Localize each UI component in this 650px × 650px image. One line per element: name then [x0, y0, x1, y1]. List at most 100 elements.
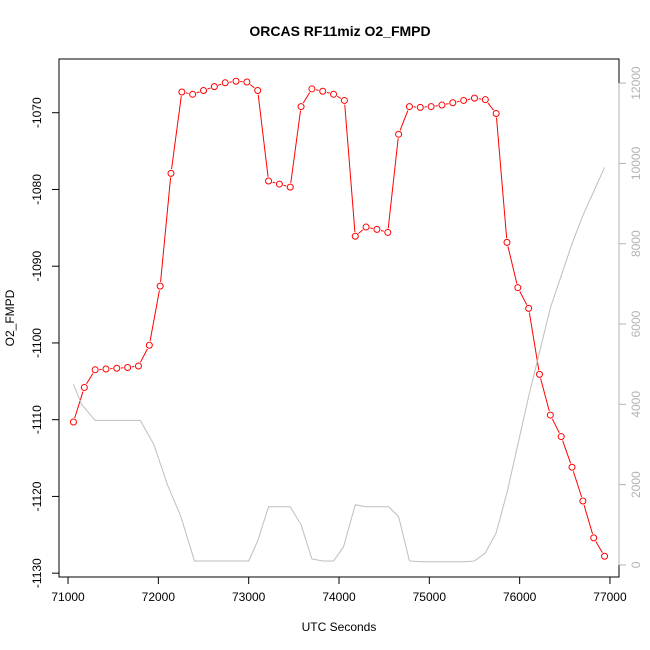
data-point	[80, 383, 88, 391]
series-line	[72, 167, 606, 563]
series-segment	[185, 92, 189, 94]
data-point	[319, 87, 327, 95]
series-segment	[272, 181, 276, 184]
series-segment	[196, 91, 200, 94]
series-segment	[336, 95, 342, 99]
series-segment	[290, 110, 302, 184]
series-segment	[207, 87, 211, 90]
y-tick-label: -1110	[30, 405, 44, 434]
x-tick-label: 75000	[413, 590, 447, 604]
series-segment	[283, 184, 287, 187]
y2-tick-label: 8000	[629, 230, 643, 257]
series-segment	[399, 110, 409, 131]
y2-tick-label: 12000	[629, 66, 643, 100]
chart-title: ORCAS RF11miz O2_FMPD	[249, 23, 430, 39]
data-point	[91, 366, 99, 374]
data-point	[243, 78, 251, 86]
series-segment	[540, 378, 550, 412]
series-segment	[249, 84, 255, 89]
series-segment	[380, 230, 384, 232]
series-segment	[562, 440, 572, 464]
y-tick-label: -1080	[30, 174, 44, 205]
data-point	[265, 177, 273, 185]
data-point	[546, 411, 554, 419]
data-point	[590, 534, 598, 542]
data-point	[351, 232, 359, 240]
y-tick-label: -1120	[30, 481, 44, 511]
series-segment	[445, 103, 449, 105]
data-point	[156, 282, 164, 290]
series-segment	[572, 471, 583, 498]
x-tick-label: 71000	[51, 590, 85, 604]
x-tick-label: 73000	[232, 590, 266, 604]
x-tick-label: 77000	[593, 590, 627, 604]
series-segment	[387, 138, 399, 229]
data-point	[362, 223, 370, 231]
data-point	[189, 90, 197, 98]
series-segment	[86, 373, 94, 385]
data-point	[481, 96, 489, 104]
y-tick-label: -1130	[30, 558, 44, 588]
data-point	[254, 86, 262, 94]
x-tick-label: 76000	[503, 590, 537, 604]
y-axis-title: O2_FMPD	[3, 289, 17, 346]
series-1	[69, 77, 609, 560]
y-tick-label: -1070	[30, 97, 44, 128]
series-segment	[583, 504, 594, 534]
data-point	[134, 362, 142, 370]
series-segment	[370, 227, 373, 229]
data-point	[416, 103, 424, 111]
data-point	[503, 238, 511, 246]
series-segment	[358, 229, 364, 234]
series-segment	[551, 418, 560, 434]
data-point	[286, 183, 294, 191]
data-point	[470, 94, 478, 102]
series-segment	[595, 541, 603, 553]
data-point	[536, 370, 544, 378]
data-point	[145, 341, 153, 349]
data-point	[557, 433, 565, 441]
x-axis-title: UTC Seconds	[302, 620, 377, 634]
series-segment	[456, 100, 460, 103]
data-point	[308, 85, 316, 93]
y-tick-label: -1090	[30, 251, 44, 282]
series-segment	[302, 92, 311, 104]
series-segment	[160, 177, 172, 283]
data-point	[297, 103, 305, 111]
data-point	[449, 99, 457, 107]
data-point	[275, 180, 283, 188]
series-segment	[496, 117, 508, 239]
y2-tick-label: 0	[629, 561, 643, 568]
y2-tick-label: 10000	[629, 146, 643, 180]
data-point	[384, 228, 392, 236]
series-segment	[467, 98, 471, 101]
data-point	[232, 77, 240, 85]
data-point	[601, 552, 609, 560]
data-point	[200, 86, 208, 94]
y-tick-label: -1100	[30, 328, 44, 358]
data-point	[460, 96, 468, 104]
data-point	[492, 109, 500, 117]
series-segment	[326, 91, 330, 94]
x-tick-label: 72000	[142, 590, 176, 604]
right-y-axis: 0 2000 4000 6000 8000 10000 12000	[618, 66, 643, 568]
plot-frame	[58, 58, 620, 578]
series-segment	[507, 246, 518, 284]
series-segment	[74, 391, 84, 419]
y2-tick-label: 6000	[629, 310, 643, 337]
y2-tick-label: 4000	[629, 391, 643, 418]
left-y-axis: -1130 -1120 -1110 -1100 -1090 -1080 -1070	[30, 97, 60, 588]
data-point	[124, 363, 132, 371]
data-point	[395, 130, 403, 138]
data-point	[568, 463, 576, 471]
series-segment	[218, 83, 222, 86]
data-point	[405, 103, 413, 111]
data-point	[340, 96, 348, 104]
series-segment	[315, 89, 319, 91]
data-point	[330, 90, 338, 98]
data-point	[102, 365, 110, 373]
data-point	[525, 304, 533, 312]
data-point	[113, 364, 121, 372]
series-segment	[149, 290, 160, 342]
